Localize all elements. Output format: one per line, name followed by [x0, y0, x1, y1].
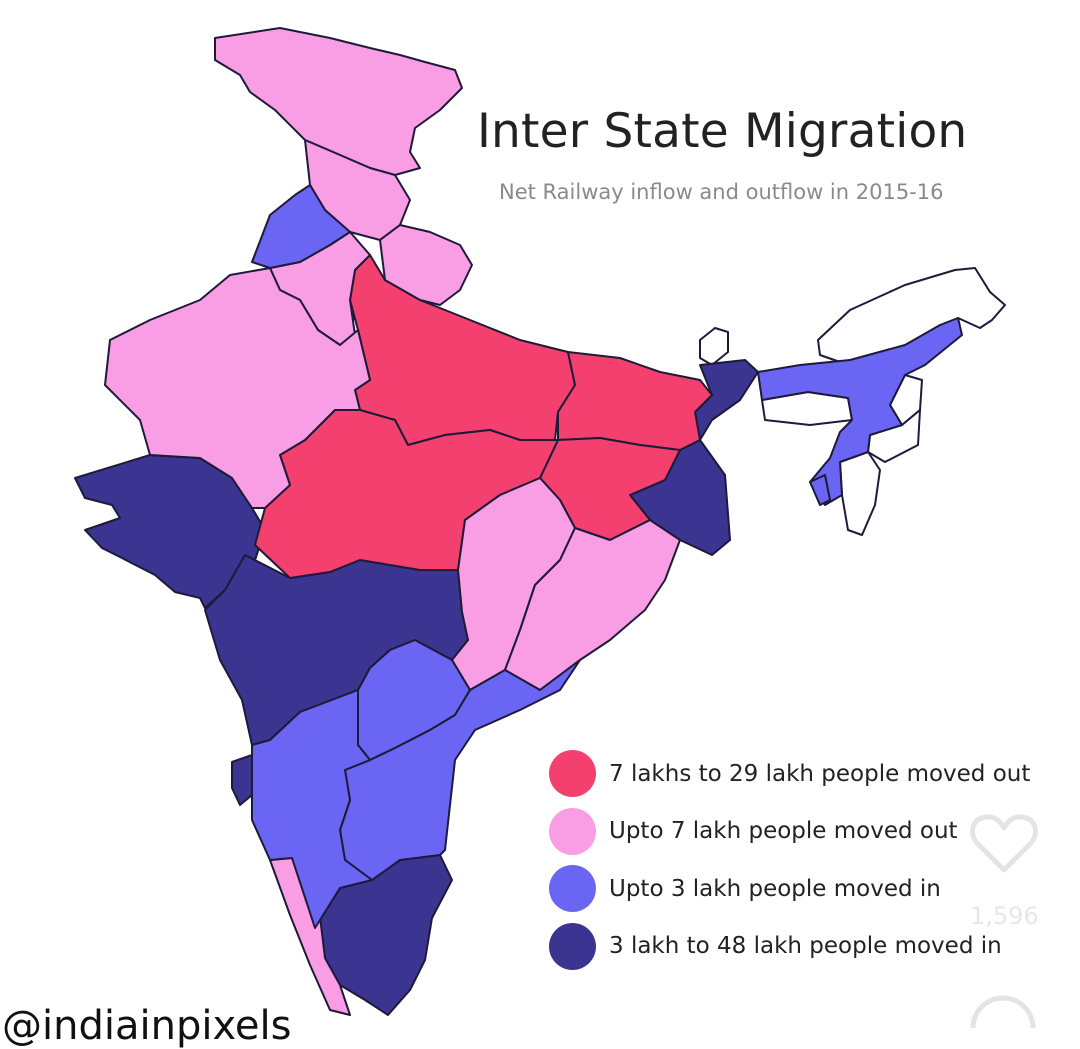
legend-label: 3 lakh to 48 lakh people moved in [609, 933, 1002, 960]
legend-swatch [549, 750, 596, 798]
state-karnataka [251, 689, 373, 929]
legend-swatch [549, 922, 596, 970]
legend-swatch [549, 807, 596, 855]
state-jammu-kashmir [214, 27, 463, 176]
like-count: 1,596 [970, 902, 1039, 930]
state-mizoram [839, 451, 881, 536]
map-subtitle: Net Railway inflow and outflow in 2015-1… [499, 180, 944, 204]
legend-swatch [549, 865, 596, 913]
state-bihar [557, 351, 713, 451]
state-uttarakhand [379, 224, 473, 306]
state-assam [757, 317, 963, 506]
legend-item-moved-in-low: Upto 3 lakh people moved in [549, 860, 1030, 918]
legend-label: Upto 7 lakh people moved out [609, 818, 958, 845]
comment-circle-icon[interactable] [968, 970, 1038, 1030]
state-tripura [809, 474, 831, 506]
state-goa [231, 754, 253, 806]
state-punjab [251, 184, 351, 269]
legend: 7 lakhs to 29 lakh people moved out Upto… [549, 745, 1030, 975]
map-title: Inter State Migration [477, 104, 968, 159]
legend-label: 7 lakhs to 29 lakh people moved out [609, 760, 1031, 787]
state-sikkim [699, 327, 729, 366]
state-andhra-pradesh [339, 659, 581, 881]
legend-item-moved-out-high: 7 lakhs to 29 lakh people moved out [549, 745, 1030, 803]
heart-outline-icon[interactable] [968, 812, 1040, 876]
state-odisha [504, 519, 681, 691]
watermark-handle: @indiainpixels [2, 1003, 292, 1049]
legend-item-moved-in-high: 3 lakh to 48 lakh people moved in [549, 918, 1030, 976]
legend-item-moved-out-low: Upto 7 lakh people moved out [549, 803, 1030, 861]
legend-label: Upto 3 lakh people moved in [609, 875, 941, 902]
